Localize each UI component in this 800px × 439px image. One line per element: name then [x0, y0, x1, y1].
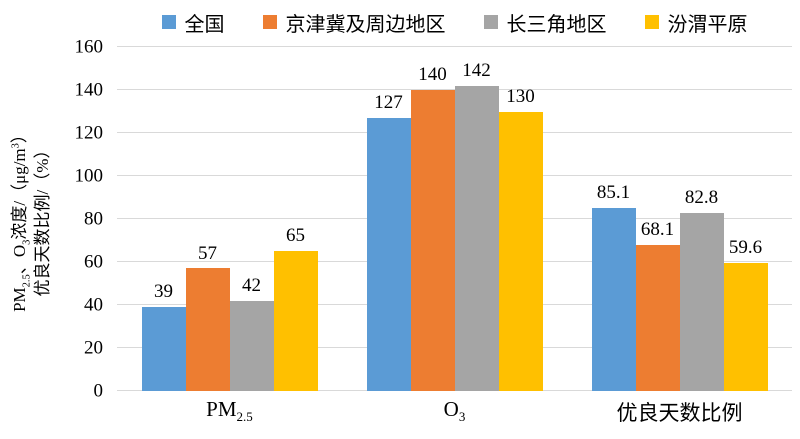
- legend-label: 京津冀及周边地区: [285, 13, 446, 36]
- legend-item-2: 长三角地区: [483, 8, 607, 37]
- bar-全国-PM2.5: 39: [141, 281, 186, 391]
- bar-value-label: 59.6: [728, 236, 763, 258]
- y-tick-label: 40: [84, 294, 103, 316]
- bar-长三角地区-PM2.5: 42: [229, 275, 274, 391]
- bar-汾渭平原-PM2.5: 65: [273, 225, 318, 391]
- plot-area: 0 20 40 60 80 100 120 140 160 39 57 42 65 127 140 142 13…: [75, 38, 792, 401]
- bar-value-label: 85.1: [596, 182, 631, 204]
- bar-长三角地区-优良天数比例: 82.8: [679, 187, 724, 391]
- bar-汾渭平原-O3: 130: [498, 86, 543, 391]
- category-label-PM2.5: PM2.5: [206, 397, 253, 425]
- bar-汾渭平原-优良天数比例: 59.6: [723, 237, 768, 391]
- y-tick-label: 160: [74, 36, 104, 58]
- y-tick-label: 0: [93, 380, 104, 402]
- bar-京津冀及周边地区-PM2.5: 57: [185, 243, 230, 391]
- bar-value-label: 130: [506, 85, 535, 107]
- bar-value-label: 68.1: [640, 218, 675, 240]
- chart-legend: 全国 京津冀及周边地区 长三角地区 汾渭平原: [117, 7, 792, 37]
- bar-value-label: 142: [462, 59, 491, 81]
- bar-京津冀及周边地区-优良天数比例: 68.1: [635, 219, 680, 391]
- bar-group-0: 39 57 42 65: [117, 47, 342, 391]
- y-axis-title-text: PM2.5、O3浓度/（μg/m3） 优良天数比例/（%）: [8, 126, 54, 312]
- legend-item-0: 全国: [161, 8, 225, 37]
- y-tick-label: 60: [84, 251, 103, 273]
- bar-value-label: 82.8: [684, 187, 719, 209]
- legend-swatch-icon: [644, 15, 659, 29]
- gridline: [117, 46, 792, 47]
- legend-label: 汾渭平原: [667, 13, 748, 36]
- bar-全国-O3: 127: [366, 92, 411, 391]
- bar-全国-优良天数比例: 85.1: [591, 182, 636, 391]
- y-axis-title-line: PM2.5、O3浓度/（μg/m3）: [10, 126, 33, 312]
- legend-swatch-icon: [161, 15, 176, 29]
- y-tick-label: 80: [84, 208, 103, 230]
- bar-value-label: 140: [418, 64, 447, 86]
- bar-value-label: 65: [286, 225, 305, 247]
- category-label-优良天数比例: 优良天数比例: [616, 401, 743, 425]
- legend-swatch-icon: [262, 15, 277, 29]
- y-axis-title-line: 优良天数比例/（%）: [33, 141, 52, 297]
- category-label-O3: O3: [443, 397, 466, 425]
- y-tick-label: 140: [74, 79, 104, 101]
- legend-item-1: 京津冀及周边地区: [262, 8, 446, 37]
- bar-groups: 39 57 42 65 127 140 142 130 85.1 68.1 82.8 59.6: [117, 47, 792, 391]
- y-tick-label: 20: [84, 337, 103, 359]
- y-tick-label: 120: [74, 122, 104, 144]
- y-axis-title: PM2.5、O3浓度/（μg/m3） 优良天数比例/（%）: [2, 47, 60, 391]
- bar-长三角地区-O3: 142: [454, 60, 499, 391]
- bar-京津冀及周边地区-O3: 140: [410, 64, 455, 391]
- bar-group-1: 127 140 142 130: [342, 47, 567, 391]
- bar-value-label: 39: [154, 281, 173, 303]
- legend-label: 长三角地区: [506, 13, 607, 36]
- y-tick-label: 100: [74, 165, 104, 187]
- bar-value-label: 42: [242, 274, 261, 296]
- bar-group-2: 85.1 68.1 82.8 59.6: [567, 47, 792, 391]
- legend-label: 全国: [184, 13, 225, 36]
- legend-item-3: 汾渭平原: [644, 8, 748, 37]
- x-axis-category-labels: PM2.5 O3 优良天数比例: [117, 397, 792, 427]
- bar-value-label: 57: [198, 242, 217, 264]
- bar-value-label: 127: [374, 92, 403, 114]
- legend-swatch-icon: [483, 15, 498, 29]
